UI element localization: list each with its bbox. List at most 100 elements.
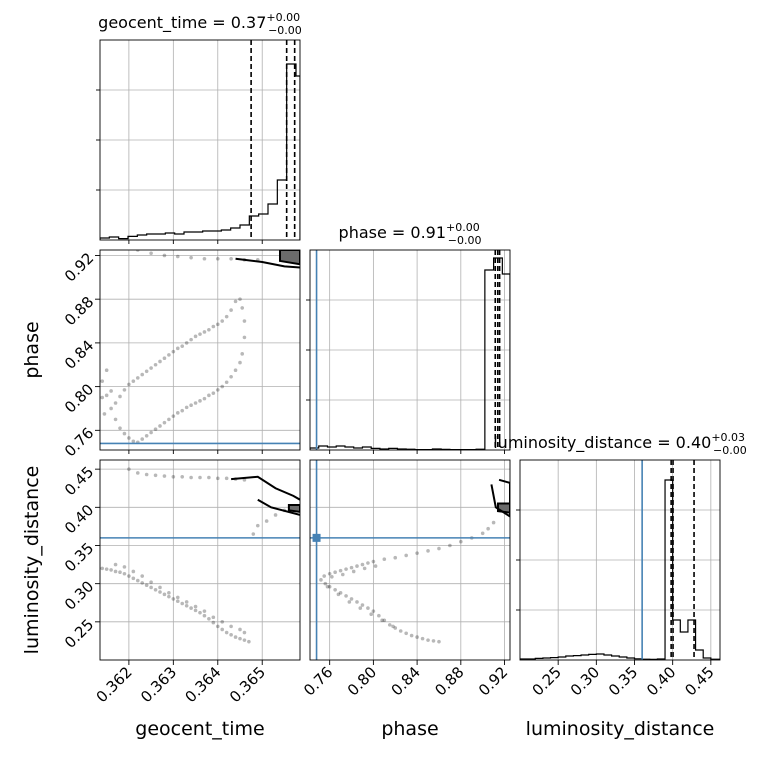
sample-point-geocent_time-phase-55 <box>153 362 158 367</box>
xtick-label-phase-1: 0.80 <box>344 663 380 699</box>
xtick-label-geocent_time-0: 0.362 <box>93 663 136 706</box>
sample-point-geocent_time-luminosity_distance-60 <box>215 476 220 481</box>
sample-point-phase-luminosity_distance-39 <box>448 543 452 548</box>
sample-point-geocent_time-luminosity_distance-20 <box>189 606 193 610</box>
sample-point-geocent_time-luminosity_distance-38 <box>149 580 153 584</box>
sample-point-geocent_time-phase-41 <box>215 322 220 327</box>
sample-point-geocent_time-phase-58 <box>140 372 145 377</box>
xtick-label-phase-0: 0.76 <box>300 663 336 699</box>
xtick-label-luminosity_distance-1: 0.30 <box>567 663 603 699</box>
sample-point-geocent_time-luminosity_distance-18 <box>180 601 185 606</box>
sample-point-geocent_time-phase-70 <box>149 251 153 256</box>
sample-point-phase-luminosity_distance-49 <box>369 612 374 616</box>
sample-point-geocent_time-phase-60 <box>131 379 136 383</box>
sample-point-geocent_time-luminosity_distance-35 <box>122 565 127 569</box>
sample-point-phase-luminosity_distance-2 <box>327 584 332 589</box>
sample-point-geocent_time-phase-65 <box>109 389 113 393</box>
sample-point-geocent_time-luminosity_distance-8 <box>135 578 140 583</box>
samples-geocent_time-phase <box>100 250 260 445</box>
sample-point-geocent_time-luminosity_distance-2 <box>109 568 113 572</box>
sample-point-geocent_time-luminosity_distance-27 <box>220 627 225 632</box>
sample-point-geocent_time-luminosity_distance-47 <box>229 624 233 629</box>
frame-phase-luminosity_distance <box>309 459 511 661</box>
sample-point-phase-luminosity_distance-42 <box>480 531 485 536</box>
sample-point-geocent_time-phase-10 <box>144 433 149 438</box>
yaxis-label-phase: phase <box>21 321 43 378</box>
sample-point-geocent_time-luminosity_distance-17 <box>175 599 180 604</box>
sample-point-geocent_time-phase-6 <box>127 436 131 440</box>
title-lower-err-phase: −0.00 <box>448 234 482 247</box>
sample-point-geocent_time-phase-56 <box>149 366 153 370</box>
hist-frame-phase <box>309 249 511 451</box>
sample-point-phase-luminosity_distance-55 <box>362 566 367 571</box>
contours-geocent_time-phase <box>235 250 300 269</box>
sample-point-geocent_time-phase-43 <box>207 327 211 332</box>
contour-fill-phase-luminosity_distance <box>496 502 510 514</box>
frame-geocent_time-phase <box>99 249 301 451</box>
sample-point-geocent_time-phase-68 <box>102 412 107 416</box>
sample-point-geocent_time-luminosity_distance-32 <box>242 638 247 642</box>
sample-point-phase-luminosity_distance-23 <box>322 574 327 578</box>
sample-point-geocent_time-luminosity_distance-59 <box>207 475 211 480</box>
sample-point-geocent_time-luminosity_distance-54 <box>162 474 167 478</box>
sample-point-geocent_time-luminosity_distance-41 <box>175 595 180 600</box>
sample-point-geocent_time-phase-15 <box>167 417 171 422</box>
sample-point-geocent_time-phase-1 <box>104 393 109 398</box>
sample-point-geocent_time-phase-27 <box>220 384 225 389</box>
sample-point-geocent_time-luminosity_distance-6 <box>127 574 131 578</box>
sample-point-geocent_time-phase-66 <box>104 368 109 373</box>
sample-point-geocent_time-phase-64 <box>113 401 118 405</box>
sample-point-phase-luminosity_distance-22 <box>437 639 441 644</box>
sample-point-geocent_time-phase-47 <box>189 337 193 342</box>
hist-panel-geocent_time <box>96 39 301 241</box>
ytick-label-luminosity_distance-2: 0.35 <box>61 539 97 575</box>
sample-point-geocent_time-luminosity_distance-21 <box>193 608 198 613</box>
title-upper-err-geocent_time: +0.00 <box>266 11 300 24</box>
xaxis-label-geocent_time: geocent_time <box>135 718 264 740</box>
frame-geocent_time-luminosity_distance <box>99 459 301 661</box>
sample-point-geocent_time-phase-44 <box>202 330 207 334</box>
sample-point-phase-luminosity_distance-26 <box>338 568 343 573</box>
sample-point-geocent_time-phase-26 <box>215 388 220 392</box>
scatter-panel-phase-vs-luminosity_distance <box>309 459 511 661</box>
sample-point-geocent_time-phase-48 <box>184 341 189 345</box>
sample-point-geocent_time-luminosity_distance-9 <box>140 581 145 585</box>
sample-point-phase-luminosity_distance-44 <box>491 520 496 525</box>
sample-point-geocent_time-luminosity_distance-40 <box>167 591 171 595</box>
xtick-label-luminosity_distance-4: 0.45 <box>681 663 717 699</box>
sample-point-geocent_time-luminosity_distance-49 <box>242 630 247 635</box>
sample-point-geocent_time-luminosity_distance-55 <box>171 474 176 479</box>
sample-point-geocent_time-luminosity_distance-50 <box>127 467 131 471</box>
title-upper-err-luminosity_distance: +0.03 <box>711 431 745 444</box>
sample-point-phase-luminosity_distance-27 <box>344 567 348 571</box>
sample-point-phase-luminosity_distance-33 <box>382 557 387 562</box>
xtick-label-luminosity_distance-2: 0.35 <box>605 663 641 699</box>
sample-point-geocent_time-phase-67 <box>100 395 105 400</box>
xtick-label-phase-2: 0.84 <box>388 663 424 699</box>
sample-point-phase-luminosity_distance-47 <box>347 600 352 604</box>
sample-point-phase-luminosity_distance-21 <box>431 639 436 643</box>
sample-point-geocent_time-luminosity_distance-57 <box>189 475 193 480</box>
sample-point-geocent_time-phase-0 <box>100 379 105 383</box>
yaxis-label-luminosity_distance: luminosity_distance <box>21 466 43 655</box>
samples-geocent_time-luminosity_distance <box>100 467 287 644</box>
sample-point-phase-luminosity_distance-45 <box>325 584 330 589</box>
sample-point-geocent_time-phase-5 <box>122 431 127 436</box>
sample-point-geocent_time-phase-50 <box>175 346 180 351</box>
sample-point-phase-luminosity_distance-24 <box>327 571 332 576</box>
sample-point-geocent_time-phase-49 <box>180 344 185 348</box>
ytick-label-phase-0: 0.76 <box>61 424 97 460</box>
sample-point-geocent_time-phase-28 <box>224 380 229 385</box>
ytick-label-phase-4: 0.92 <box>61 249 97 285</box>
scatter-panel-geocent_time-vs-phase <box>99 249 301 451</box>
contour-outer-phase-luminosity_distance <box>490 478 510 518</box>
sample-point-geocent_time-phase-71 <box>162 253 167 258</box>
sample-point-geocent_time-phase-45 <box>198 332 202 336</box>
sample-point-geocent_time-luminosity_distance-28 <box>224 630 229 635</box>
sample-point-geocent_time-phase-39 <box>224 314 229 319</box>
sample-point-phase-luminosity_distance-48 <box>358 606 363 610</box>
title-value-geocent_time: geocent_time = 0.37 <box>98 13 266 33</box>
sample-point-geocent_time-luminosity_distance-19 <box>184 604 189 608</box>
sample-point-geocent_time-luminosity_distance-61 <box>224 476 229 481</box>
